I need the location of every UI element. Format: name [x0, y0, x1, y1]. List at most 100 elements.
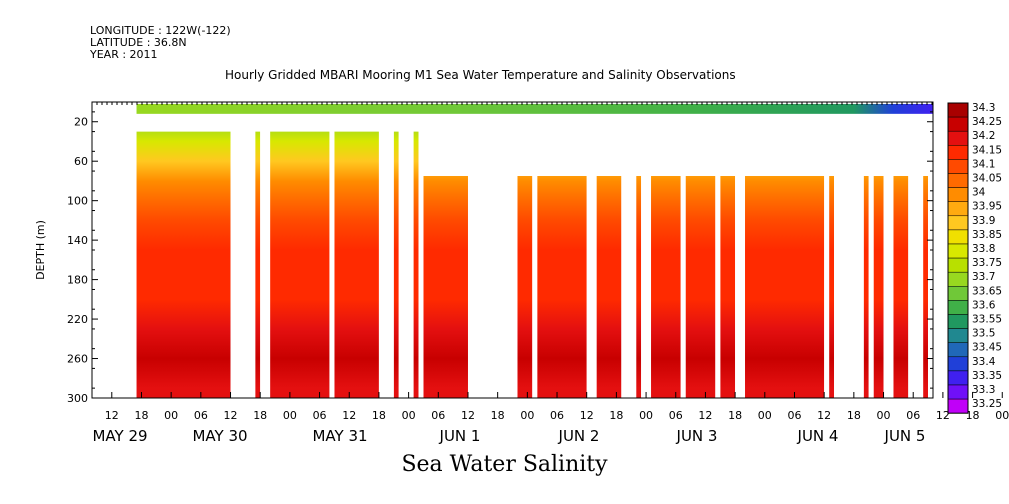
x-tick-label: 12 — [342, 409, 356, 422]
y-tick-label: 140 — [67, 234, 88, 247]
x-tick-label: 12 — [698, 409, 712, 422]
x-tick-label: 18 — [372, 409, 386, 422]
y-tick-label: 100 — [67, 195, 88, 208]
data-column — [334, 102, 379, 398]
x-tick-label: 00 — [520, 409, 534, 422]
x-tick-label: 06 — [313, 409, 327, 422]
x-tick-label: 06 — [194, 409, 208, 422]
colorbar-label: 33.8 — [972, 243, 995, 255]
x-tick-label: 06 — [431, 409, 445, 422]
data-column — [829, 102, 834, 398]
data-column — [874, 102, 884, 398]
y-axis-title: DEPTH (m) — [34, 220, 47, 280]
x-tick-label: 18 — [253, 409, 267, 422]
data-column — [686, 102, 716, 398]
colorbar-swatch — [947, 243, 969, 259]
colorbar-swatch — [947, 384, 969, 400]
data-column — [394, 102, 399, 398]
x-tick-label: 18 — [728, 409, 742, 422]
x-day-label: JUN 3 — [676, 427, 718, 445]
colorbar-swatch — [947, 314, 969, 329]
colorbar-label: 33.95 — [972, 201, 1002, 213]
x-tick-label: 00 — [283, 409, 297, 422]
colorbar-label: 34.25 — [972, 116, 1002, 128]
colorbar-label: 33.7 — [972, 271, 995, 283]
colorbar-label: 34.2 — [972, 130, 995, 142]
colorbar-label: 33.9 — [972, 215, 995, 227]
colorbar-swatch — [947, 257, 969, 273]
data-column — [517, 102, 532, 398]
data-column — [893, 102, 908, 398]
x-tick-label: 06 — [669, 409, 683, 422]
colorbar-swatch — [947, 201, 969, 217]
x-tick-label: 12 — [461, 409, 475, 422]
colorbar-swatch — [947, 342, 969, 358]
data-column — [720, 102, 735, 398]
x-day-label: JUN 1 — [439, 427, 481, 445]
colorbar-label: 33.5 — [972, 328, 995, 340]
y-tick-label: 300 — [67, 392, 88, 405]
y-tick-label: 180 — [67, 274, 88, 287]
x-tick-label: 00 — [758, 409, 772, 422]
data-column — [255, 102, 260, 398]
data-column — [270, 102, 329, 398]
colorbar-swatch — [947, 328, 969, 343]
x-tick-label: 12 — [936, 409, 950, 422]
data-column — [636, 102, 641, 398]
colorbar-label: 33.4 — [972, 356, 996, 368]
colorbar-swatch — [947, 145, 969, 160]
x-tick-label: 00 — [995, 409, 1009, 422]
colorbar-label: 33.75 — [972, 257, 1002, 269]
x-tick-label: 18 — [966, 409, 980, 422]
data-column — [745, 102, 824, 398]
x-day-label: MAY 30 — [192, 427, 247, 445]
x-tick-label: 06 — [906, 409, 920, 422]
x-tick-label: 00 — [164, 409, 178, 422]
data-column — [137, 102, 231, 398]
colorbar-label: 33.65 — [972, 285, 1002, 297]
colorbar-swatch — [947, 159, 969, 174]
colorbar-swatch — [947, 173, 969, 188]
colorbar-swatch — [947, 356, 969, 372]
colorbar-label: 33.35 — [972, 370, 1002, 382]
chart-title: Hourly Gridded MBARI Mooring M1 Sea Wate… — [225, 68, 736, 82]
colorbar-swatch — [947, 102, 969, 118]
data-column — [423, 102, 468, 398]
x-tick-label: 12 — [817, 409, 831, 422]
colorbar-label: 34.15 — [972, 144, 1002, 156]
colorbar-label: 33.3 — [972, 384, 995, 396]
data-column — [923, 102, 928, 398]
colorbar-label: 34 — [972, 187, 986, 199]
x-tick-label: 12 — [580, 409, 594, 422]
data-column — [537, 102, 586, 398]
x-tick-label: 12 — [224, 409, 238, 422]
colorbar-swatch — [947, 300, 969, 315]
data-column — [414, 102, 419, 398]
surface-salinity-band — [136, 103, 933, 114]
x-day-label: MAY 31 — [312, 427, 367, 445]
colorbar-swatch — [947, 271, 969, 287]
x-tick-label: 18 — [609, 409, 623, 422]
y-tick-label: 260 — [67, 353, 88, 366]
colorbar-label: 34.1 — [972, 158, 995, 170]
x-tick-label: 18 — [134, 409, 148, 422]
y-tick-label: 220 — [67, 313, 88, 326]
x-day-label: JUN 4 — [797, 427, 839, 445]
colorbar-swatch — [947, 215, 969, 231]
colorbar-swatch — [947, 187, 969, 202]
y-tick-label: 60 — [74, 155, 88, 168]
colorbar-label: 33.55 — [972, 314, 1002, 326]
x-tick-label: 06 — [550, 409, 564, 422]
colorbar-label: 33.85 — [972, 229, 1002, 241]
x-tick-label: 00 — [639, 409, 653, 422]
colorbar-swatch — [947, 130, 969, 146]
x-day-label: JUN 5 — [884, 427, 926, 445]
x-day-label: MAY 29 — [92, 427, 147, 445]
y-tick-label: 20 — [74, 116, 88, 129]
data-column — [651, 102, 681, 398]
x-tick-label: 00 — [877, 409, 891, 422]
longitude-label: LONGITUDE : 122W(-122) — [90, 24, 231, 37]
x-tick-label: 18 — [491, 409, 505, 422]
x-tick-label: 12 — [105, 409, 119, 422]
